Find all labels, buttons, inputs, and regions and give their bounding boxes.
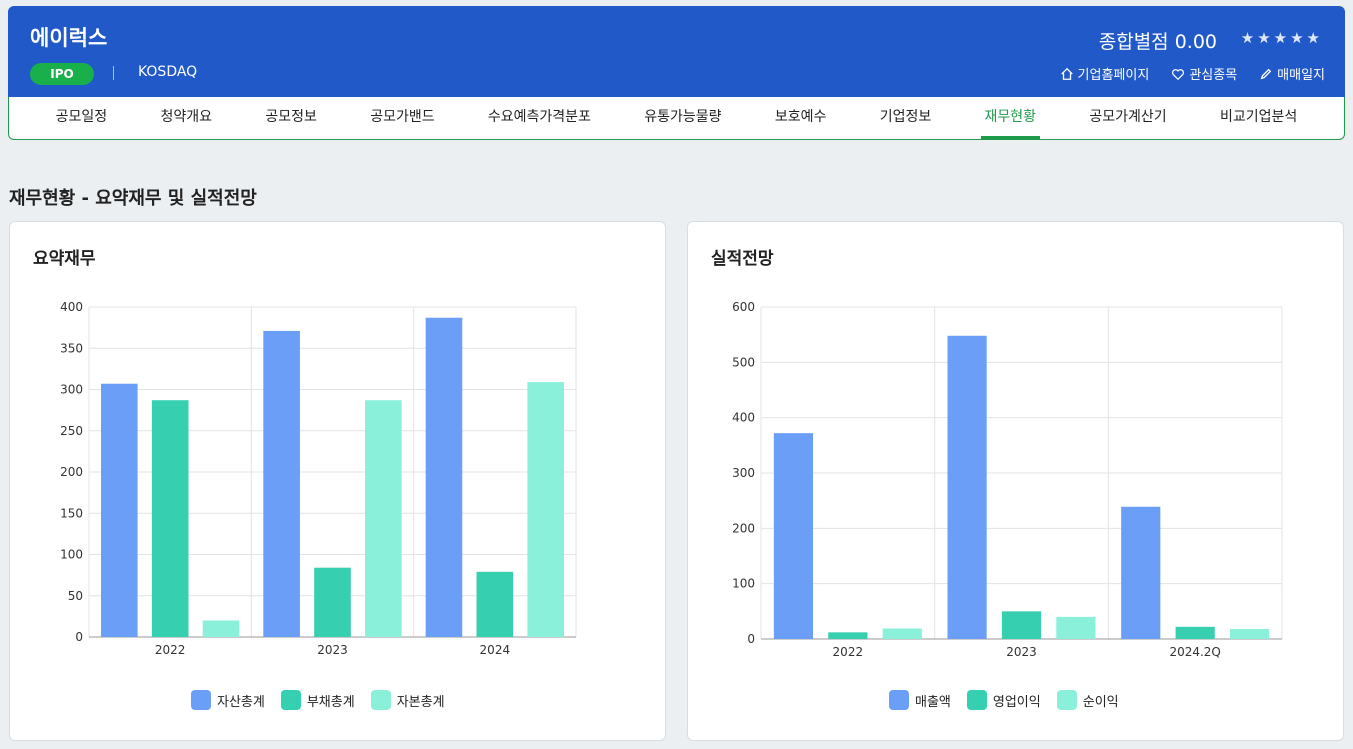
legend-label: 매출액 xyxy=(915,694,951,710)
summary-financials-title: 요약재무 xyxy=(33,249,96,269)
trade-journal-label: 매매일지 xyxy=(1277,68,1325,83)
bar-2022-1 xyxy=(828,632,868,639)
bar-2024.2Q-2 xyxy=(1229,629,1270,639)
y-tick-label: 350 xyxy=(60,341,83,355)
legend-label: 순이익 xyxy=(1082,694,1119,710)
tab-offering-info[interactable]: 공모정보 xyxy=(265,109,317,125)
company-name: 에이럭스 xyxy=(30,26,108,50)
legend-swatch xyxy=(191,690,211,710)
summary-financials-card: 요약재무 0 50 100 150 200 250 300 350 400 2022 2023 202… xyxy=(9,221,666,741)
legend-label: 영업이익 xyxy=(992,694,1041,710)
performance-outlook-title: 실적전망 xyxy=(711,249,774,269)
tab-peer-comparison[interactable]: 비교기업분석 xyxy=(1219,109,1298,125)
y-tick-label: 200 xyxy=(60,465,83,479)
bar-2024-1 xyxy=(476,571,514,637)
legend-item[interactable]: 영업이익 xyxy=(966,690,1041,710)
tab-demand-forecast[interactable]: 수요예측가격분포 xyxy=(487,109,591,125)
summary-financials-legend: 자산총계 부채총계 자본총계 xyxy=(191,690,445,710)
y-tick-label: 250 xyxy=(60,424,83,438)
tab-subscription-overview[interactable]: 청약개요 xyxy=(160,109,213,125)
trade-journal-link[interactable]: 매매일지 xyxy=(1259,64,1325,83)
legend-item[interactable]: 부채총계 xyxy=(280,690,355,710)
tab-offering-schedule[interactable]: 공모일정 xyxy=(55,109,108,125)
y-tick-label: 100 xyxy=(60,548,83,562)
x-tick-label: 2022 xyxy=(155,643,186,657)
x-tick-label: 2023 xyxy=(1006,645,1037,659)
bar-2022-0 xyxy=(100,383,138,637)
divider xyxy=(113,66,114,80)
y-tick-label: 0 xyxy=(75,630,83,644)
legend-swatch xyxy=(280,690,301,710)
y-tick-label: 300 xyxy=(60,383,83,397)
legend-item[interactable]: 자본총계 xyxy=(370,690,445,710)
bar-2023-1 xyxy=(1001,611,1042,639)
y-tick-label: 50 xyxy=(68,589,83,603)
home-icon xyxy=(1060,67,1073,80)
y-tick-label: 300 xyxy=(732,466,755,480)
header-actions: 기업홈페이지 관심종목 매매일지 xyxy=(1060,64,1325,83)
tab-company-info[interactable]: 기업정보 xyxy=(879,109,932,125)
legend-item[interactable]: 순이익 xyxy=(1056,690,1119,710)
watchlist-link[interactable]: 관심종목 xyxy=(1171,64,1237,83)
bar-2024.2Q-0 xyxy=(1121,506,1161,639)
y-tick-label: 150 xyxy=(60,506,83,520)
bar-2024.2Q-1 xyxy=(1175,626,1215,639)
bar-2023-0 xyxy=(947,335,987,639)
x-tick-label: 2024.2Q xyxy=(1169,645,1220,659)
tab-bar: 공모일정 청약개요 공모정보 공모가밴드 수요예측가격분포 유통가능물량 보호예… xyxy=(8,97,1345,140)
summary-financials-chart: 0 50 100 150 200 250 300 350 400 2022 2023 2024 xyxy=(60,300,577,657)
bar-2023-2 xyxy=(365,400,402,637)
market-label: KOSDAQ xyxy=(138,64,198,80)
performance-outlook-legend: 매출액 영업이익 순이익 xyxy=(889,690,1119,710)
bar-2023-0 xyxy=(263,330,300,637)
homepage-link[interactable]: 기업홈페이지 xyxy=(1060,64,1150,83)
company-header: 에이럭스 IPO KOSDAQ 종합별점 0.00 ★★★★★ 기업홈페이지 관… xyxy=(8,6,1345,97)
legend-swatch xyxy=(966,690,987,710)
section-title: 재무현황 - 요약재무 및 실적전망 xyxy=(9,188,257,209)
bar-2024-2 xyxy=(527,382,565,637)
bar-2023-2 xyxy=(1056,616,1096,639)
tab-tradable-volume[interactable]: 유통가능물량 xyxy=(644,109,722,125)
heart-icon xyxy=(1172,68,1185,80)
performance-outlook-card: 실적전망 0 100 200 300 400 500 600 2022 2023 2024.2Q … xyxy=(687,221,1344,741)
legend-label: 자본총계 xyxy=(396,694,445,710)
pencil-icon xyxy=(1260,68,1272,79)
watchlist-label: 관심종목 xyxy=(1189,68,1238,83)
performance-outlook-chart: 0 100 200 300 400 500 600 2022 2023 2024.2Q xyxy=(732,300,1283,659)
ipo-badge: IPO xyxy=(30,63,94,85)
legend-label: 자산총계 xyxy=(217,694,265,710)
homepage-label: 기업홈페이지 xyxy=(1077,68,1150,83)
legend-item[interactable]: 자산총계 xyxy=(191,690,265,710)
legend-swatch xyxy=(1056,690,1077,710)
legend-swatch xyxy=(889,690,909,710)
y-tick-label: 100 xyxy=(732,577,755,591)
legend-item[interactable]: 매출액 xyxy=(889,690,951,710)
y-tick-label: 500 xyxy=(732,355,755,369)
y-tick-label: 0 xyxy=(747,632,755,646)
x-tick-label: 2022 xyxy=(833,645,864,659)
bar-2022-2 xyxy=(202,620,240,637)
x-tick-label: 2023 xyxy=(317,643,348,657)
bar-2023-1 xyxy=(314,567,351,637)
tab-price-calculator[interactable]: 공모가계산기 xyxy=(1089,109,1167,125)
x-tick-label: 2024 xyxy=(480,643,511,657)
y-tick-label: 400 xyxy=(60,300,83,314)
bar-2022-0 xyxy=(773,433,814,639)
tab-lockup[interactable]: 보호예수 xyxy=(774,109,827,125)
y-tick-label: 200 xyxy=(732,521,755,535)
y-tick-label: 400 xyxy=(732,411,755,425)
legend-swatch xyxy=(370,690,391,710)
tab-price-band[interactable]: 공모가밴드 xyxy=(370,109,435,125)
bar-2024-0 xyxy=(425,317,463,637)
bar-2022-2 xyxy=(882,628,922,639)
bar-2022-1 xyxy=(151,400,189,637)
rating-stars[interactable]: ★★★★★ xyxy=(1240,29,1323,47)
tab-financials[interactable]: 재무현황 xyxy=(980,97,1040,139)
y-tick-label: 600 xyxy=(732,300,755,314)
overall-score: 종합별점 0.00 xyxy=(1098,31,1217,53)
legend-label: 부채총계 xyxy=(306,694,355,710)
